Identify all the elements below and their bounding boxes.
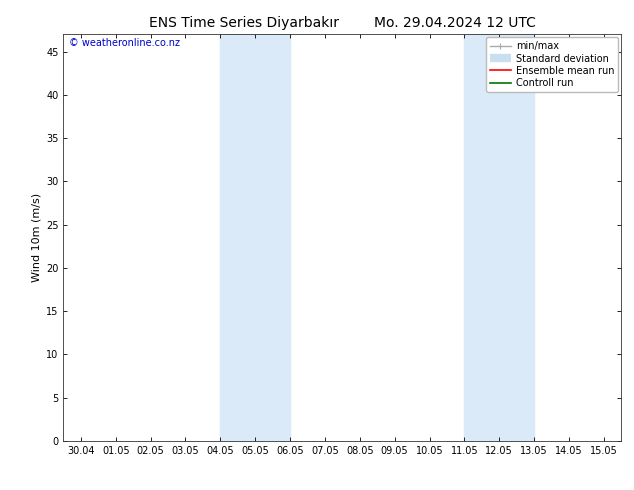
Bar [221, 34, 255, 441]
Y-axis label: Wind 10m (m/s): Wind 10m (m/s) [32, 193, 42, 282]
Title: ENS Time Series Diyarbakır        Mo. 29.04.2024 12 UTC: ENS Time Series Diyarbakır Mo. 29.04.202… [149, 16, 536, 30]
Bar [464, 34, 500, 441]
Legend: min/max, Standard deviation, Ensemble mean run, Controll run: min/max, Standard deviation, Ensemble me… [486, 37, 618, 92]
Bar [255, 34, 290, 441]
Bar [500, 34, 534, 441]
Text: © weatheronline.co.nz: © weatheronline.co.nz [69, 38, 180, 49]
